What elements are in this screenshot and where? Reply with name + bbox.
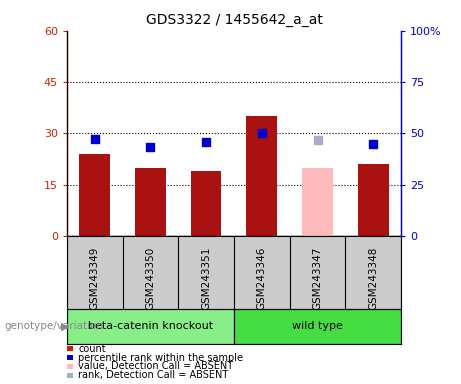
Text: beta-catenin knockout: beta-catenin knockout [88,321,213,331]
Text: GSM243347: GSM243347 [313,247,323,311]
Text: GSM243349: GSM243349 [90,247,100,311]
Text: count: count [78,344,106,354]
Point [258,131,266,137]
Point [91,136,98,142]
Text: GSM243350: GSM243350 [145,247,155,310]
Bar [67,309,234,344]
Text: GSM243346: GSM243346 [257,247,267,311]
Bar [302,168,333,236]
Bar [247,116,277,236]
Bar [191,171,221,236]
Text: wild type: wild type [292,321,343,331]
Bar [79,154,110,236]
Bar [358,164,389,236]
Bar [135,168,165,236]
Title: GDS3322 / 1455642_a_at: GDS3322 / 1455642_a_at [146,13,322,27]
Text: value, Detection Call = ABSENT: value, Detection Call = ABSENT [78,361,233,371]
Text: GSM243351: GSM243351 [201,247,211,311]
Point [314,137,321,143]
Text: rank, Detection Call = ABSENT: rank, Detection Call = ABSENT [78,370,229,380]
Bar [234,309,401,344]
Point [202,139,210,145]
Point [370,141,377,147]
Text: percentile rank within the sample: percentile rank within the sample [78,353,243,362]
Text: GSM243348: GSM243348 [368,247,378,311]
Text: genotype/variation: genotype/variation [5,321,104,331]
Text: ▶: ▶ [61,321,69,331]
Point [147,144,154,150]
